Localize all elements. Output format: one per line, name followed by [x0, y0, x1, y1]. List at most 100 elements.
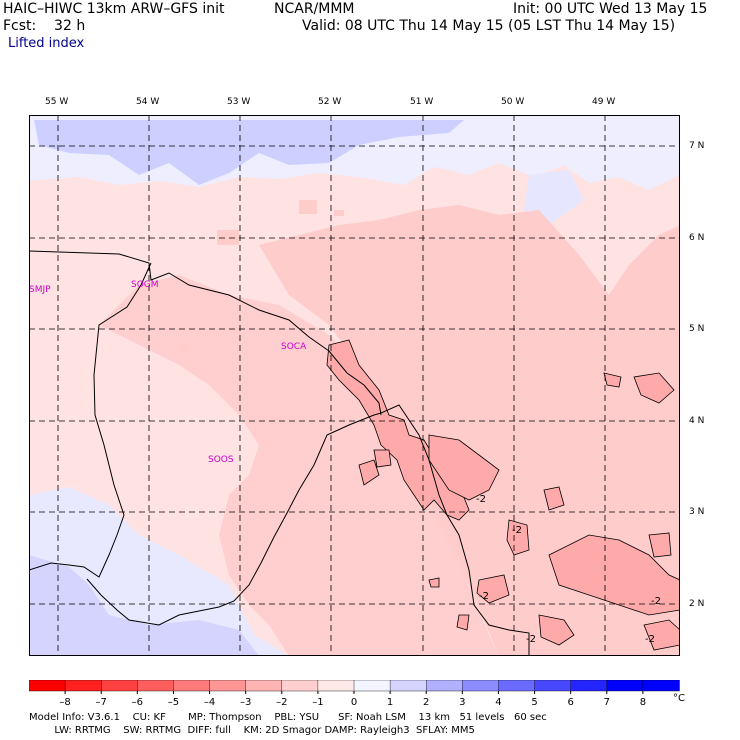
colorbar-swatch: [245, 680, 283, 692]
contour-value-labels: -2 -2 -2 -2 -2 -2: [476, 494, 661, 645]
init-time: Init: 00 UTC Wed 13 May 15: [513, 1, 708, 17]
lat-label: 5 N: [689, 324, 705, 334]
contour-region: [643, 619, 680, 651]
colorbar-tick-label: –4: [204, 697, 215, 708]
lon-label: 54 W: [136, 97, 160, 107]
lon-label: 51 W: [410, 97, 434, 107]
colorbar-swatch: [137, 680, 175, 692]
contour-label: -2: [476, 494, 486, 505]
colorbar-swatch: [642, 680, 680, 692]
lon-label: 50 W: [501, 97, 525, 107]
colorbar-swatch: [353, 680, 391, 692]
contour-label: -2: [651, 596, 661, 607]
lat-label: 2 N: [689, 599, 705, 609]
contour-region: [506, 519, 530, 556]
contour-region: [456, 614, 470, 631]
colorbar-swatch: [606, 680, 644, 692]
field-speckles: [179, 200, 344, 353]
valid-time: Valid: 08 UTC Thu 14 May 15 (05 LST Thu …: [302, 18, 676, 34]
field-speckle: [179, 345, 189, 353]
organization: NCAR/MMM: [274, 1, 355, 17]
colorbar-swatch: [317, 680, 355, 692]
lifted-index-map: SMJP SOGM SOCA SOOS -2 -2 -2 -2 -2 -2: [29, 115, 680, 656]
contour-region: [373, 449, 392, 468]
field-blue-southwest: [29, 555, 259, 656]
field-speckle: [217, 230, 239, 245]
station-labels: SMJP SOGM SOCA SOOS: [29, 280, 307, 465]
colorbar-tick-label: –6: [132, 697, 143, 708]
contour-region: [548, 534, 680, 616]
contour-label: -2: [526, 634, 536, 645]
contour-region: [428, 577, 440, 588]
colorbar-swatch: [534, 680, 572, 692]
colorbar-swatches: [29, 680, 680, 692]
contour-region: [543, 486, 565, 511]
contour-label: -2: [645, 634, 655, 645]
contour-label: -2: [479, 591, 489, 602]
field-speckle: [299, 200, 317, 214]
contour-region: [603, 372, 622, 388]
colorbar-tick-label: –5: [168, 697, 179, 708]
colorbar-tick-label: 6: [567, 697, 573, 708]
field-blue-north: [34, 120, 464, 185]
contour-region: [633, 372, 675, 404]
colorbar-tick-label: –3: [240, 697, 251, 708]
contour-region: [358, 459, 380, 486]
contour-region: [538, 614, 575, 646]
lat-label: 3 N: [689, 507, 705, 517]
colorbar-tick-label: 8: [640, 697, 646, 708]
lat-label: 6 N: [689, 233, 705, 243]
colorbar-swatch: [173, 680, 211, 692]
colorbar-tick-label: 7: [604, 697, 610, 708]
colorbar-swatch: [209, 680, 247, 692]
contour-region: [476, 574, 510, 604]
colorbar-swatch: [100, 680, 138, 692]
lat-label: 7 N: [689, 141, 705, 151]
colorbar-tick-label: 1: [387, 697, 393, 708]
colorbar-swatch: [281, 680, 319, 692]
colorbar: –8 –7 –6 –5 –4 –3 –2 –1 0 1 2 3 4 5 6 7 8 °C: [29, 680, 685, 708]
contour-region: [428, 434, 500, 501]
station-soca: SOCA: [281, 342, 307, 352]
colorbar-swatch: [426, 680, 464, 692]
contour-label: -2: [512, 525, 522, 536]
station-soos: SOOS: [208, 455, 234, 465]
colorbar-tick-label: 0: [351, 697, 357, 708]
model-info-line1: Model Info: V3.6.1 CU: KF MP: Thompson P…: [29, 712, 547, 723]
lon-label: 52 W: [318, 97, 342, 107]
borders: [29, 250, 530, 656]
border-guianas: [86, 404, 530, 656]
model-title: HAIC–HIWC 13km ARW–GFS init: [3, 1, 225, 17]
colorbar-tick-label: –7: [96, 697, 107, 708]
colorbar-tick-label: –1: [312, 697, 323, 708]
colorbar-swatch: [389, 680, 427, 692]
colorbar-swatch: [29, 680, 66, 692]
colorbar-tick-label: 2: [423, 697, 429, 708]
field-negative-inland: [99, 275, 499, 656]
lon-label: 53 W: [227, 97, 251, 107]
colorbar-swatch: [462, 680, 500, 692]
contour-region: [648, 532, 672, 558]
field-name: Lifted index: [8, 36, 85, 51]
field-speckle: [334, 210, 344, 216]
colorbar-ticks: –8 –7 –6 –5 –4 –3 –2 –1 0 1 2 3 4 5 6 7 8: [59, 691, 646, 708]
colorbar-tick-label: 3: [459, 697, 465, 708]
colorbar-tick-label: –8: [59, 697, 70, 708]
colorbar-swatch: [64, 680, 102, 692]
lon-label: 55 W: [45, 97, 69, 107]
lat-label: 4 N: [689, 416, 705, 426]
colorbar-tick-label: –2: [276, 697, 287, 708]
station-sogm: SOGM: [131, 280, 159, 290]
map-frame: [29, 115, 680, 656]
colorbar-swatch: [570, 680, 608, 692]
colorbar-tick-label: 4: [495, 697, 501, 708]
forecast-hour: Fcst: 32 h: [3, 18, 86, 34]
colorbar-unit: °C: [673, 693, 685, 704]
border-west: [29, 262, 152, 578]
station-smjp: SMJP: [29, 285, 51, 295]
lon-label: 49 W: [592, 97, 616, 107]
graticule: [29, 115, 680, 656]
colorbar-swatch: [498, 680, 536, 692]
model-info-line2: LW: RRTMG SW: RRTMG DIFF: full KM: 2D Sm…: [29, 725, 475, 736]
colorbar-tick-label: 5: [531, 697, 537, 708]
